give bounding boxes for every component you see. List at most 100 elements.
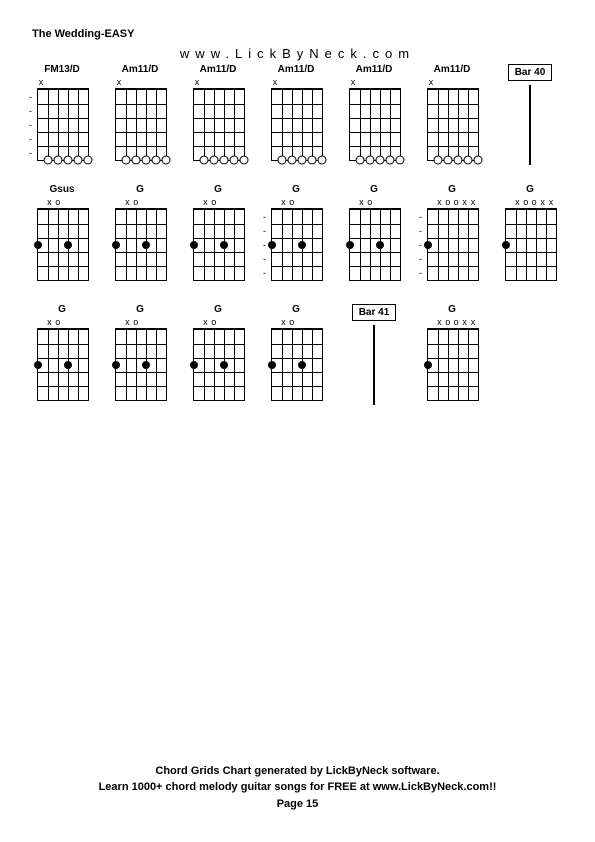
nut-mark <box>71 318 79 328</box>
nut-mark <box>452 78 460 88</box>
fretboard-grid <box>271 328 323 401</box>
nut-mark <box>193 318 201 328</box>
open-string-marker <box>366 156 375 165</box>
nut-mark <box>149 198 157 208</box>
chord-name: G <box>448 304 456 316</box>
chord-cell: Gxo <box>184 304 252 405</box>
nut-mark <box>157 78 165 88</box>
bar-label: Bar 40 <box>508 64 553 81</box>
chord-name: Am11/D <box>200 64 237 76</box>
nut-mark <box>305 78 313 88</box>
open-string-marker <box>220 156 229 165</box>
fretboard-grid <box>271 88 323 161</box>
chord-diagram: xo <box>193 318 243 403</box>
page-footer: Chord Grids Chart generated by LickByNec… <box>0 763 595 813</box>
chord-cell: Am11/Dx <box>106 64 174 165</box>
finger-dot <box>424 361 432 369</box>
fretboard-grid <box>37 88 89 161</box>
nut-marks: xo <box>193 198 243 208</box>
chord-name: G <box>136 304 144 316</box>
nut-marks: xo <box>349 198 399 208</box>
chord-name: G <box>370 184 378 196</box>
page-title: The Wedding-EASY <box>32 28 134 40</box>
open-string-marker <box>142 156 151 165</box>
chord-diagram: xooxx----- <box>427 198 477 283</box>
nut-mark: x <box>349 78 357 88</box>
open-string-marker <box>386 156 395 165</box>
nut-mark: x <box>45 318 53 328</box>
nut-mark <box>374 198 382 208</box>
nut-mark: o <box>54 318 62 328</box>
finger-dot <box>112 241 120 249</box>
nut-marks: x <box>427 78 477 88</box>
chord-name: FM13/D <box>44 64 80 76</box>
open-string-marker <box>162 156 171 165</box>
nut-mark <box>391 198 399 208</box>
nut-mark <box>427 318 435 328</box>
nut-mark: x <box>279 198 287 208</box>
chord-cell: Gxo <box>28 304 96 405</box>
nut-mark: x <box>45 198 53 208</box>
nut-mark <box>227 198 235 208</box>
nut-mark <box>391 78 399 88</box>
nut-mark <box>149 78 157 88</box>
open-string-marker <box>454 156 463 165</box>
nut-mark: x <box>547 198 555 208</box>
open-string-marker <box>152 156 161 165</box>
nut-mark: o <box>288 198 296 208</box>
nut-mark: x <box>469 198 477 208</box>
nut-mark: x <box>123 318 131 328</box>
open-string-marker <box>230 156 239 165</box>
nut-mark <box>383 78 391 88</box>
open-string-marker <box>318 156 327 165</box>
nut-mark <box>79 198 87 208</box>
nut-mark: o <box>444 198 452 208</box>
nut-mark <box>349 198 357 208</box>
nut-mark <box>235 318 243 328</box>
nut-mark <box>54 78 62 88</box>
side-dashes: ----- <box>29 90 32 160</box>
nut-mark <box>79 78 87 88</box>
finger-dot <box>112 361 120 369</box>
nut-mark <box>37 318 45 328</box>
bar-line <box>373 325 375 405</box>
nut-mark <box>149 318 157 328</box>
fretboard-grid <box>193 328 245 401</box>
open-string-marker <box>64 156 73 165</box>
bar-marker: Bar 40 <box>496 64 564 165</box>
chord-cell: Gxo <box>106 184 174 283</box>
fretboard-grid <box>193 208 245 281</box>
chord-name: G <box>526 184 534 196</box>
nut-mark <box>193 198 201 208</box>
nut-mark: o <box>522 198 530 208</box>
footer-line-2: Learn 1000+ chord melody guitar songs fo… <box>0 779 595 796</box>
open-string-marker <box>298 156 307 165</box>
finger-dot <box>424 241 432 249</box>
finger-dot <box>502 241 510 249</box>
chord-cell: Am11/Dx <box>262 64 330 165</box>
nut-mark: o <box>210 198 218 208</box>
nut-mark <box>201 78 209 88</box>
finger-dot <box>64 241 72 249</box>
nut-marks: xo <box>271 318 321 328</box>
chord-cell: Gsusxo <box>28 184 96 283</box>
nut-mark: o <box>132 318 140 328</box>
nut-mark <box>157 318 165 328</box>
nut-mark <box>140 78 148 88</box>
side-dashes: ----- <box>419 210 422 280</box>
nut-mark: x <box>435 198 443 208</box>
nut-mark: o <box>530 198 538 208</box>
chord-row: GsusxoGxoGxoGxo-----GxoGxooxx-----Gxooxx <box>28 184 564 283</box>
nut-mark <box>218 318 226 328</box>
nut-mark: x <box>469 318 477 328</box>
chord-diagram: xo----- <box>271 198 321 283</box>
nut-mark <box>357 78 365 88</box>
nut-marks: x <box>349 78 399 88</box>
finger-dot <box>34 241 42 249</box>
finger-dot <box>34 361 42 369</box>
chord-cell: Gxo <box>262 304 330 405</box>
open-string-marker <box>376 156 385 165</box>
nut-mark <box>62 78 70 88</box>
nut-mark <box>469 78 477 88</box>
fretboard-grid <box>505 208 557 281</box>
